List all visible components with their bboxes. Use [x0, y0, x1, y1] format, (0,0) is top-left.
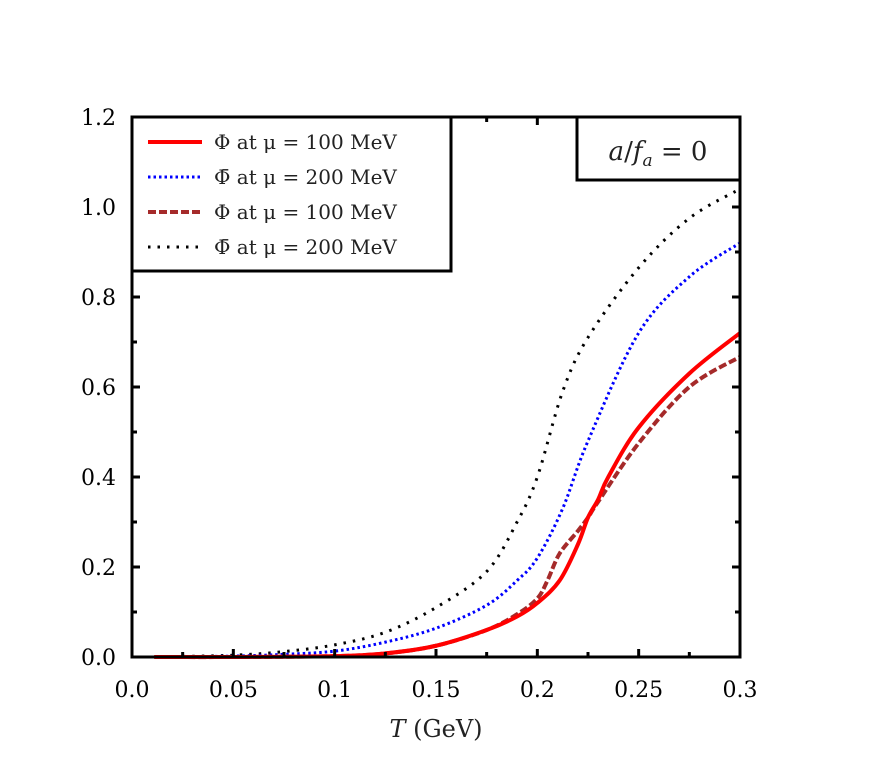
- curve-solid: [154, 331, 742, 660]
- y-tick-label: 0.4: [81, 466, 116, 491]
- x-tick-label: 0.2: [520, 678, 555, 703]
- legend: Φ at μ = 100 MeV Φ̄ at μ = 200 MeV Φ at μ …: [130, 115, 453, 273]
- x-tick-label: 0.0: [115, 678, 150, 703]
- legend-item: Φ̄ at μ = 200 MeV: [148, 165, 397, 189]
- curve-dotted-sparse: [154, 187, 741, 659]
- y-tick-label: 0.8: [81, 286, 116, 311]
- legend-item: Φ̄ at μ = 200 MeV: [148, 235, 397, 259]
- legend-item: Φ at μ = 100 MeV: [148, 200, 397, 224]
- x-tick-label: 0.05: [209, 678, 258, 703]
- y-tick-label: 1.0: [81, 196, 116, 221]
- x-axis-label: T (GeV): [389, 715, 482, 743]
- curve-dashed: [154, 355, 742, 660]
- annotation-box: a/fa = 0: [575, 115, 742, 182]
- y-tick-label: 0.0: [81, 646, 116, 671]
- y-tick-label: 0.6: [81, 376, 116, 401]
- legend-label: Φ at μ = 100 MeV: [214, 200, 397, 224]
- legend-label: Φ̄ at μ = 200 MeV: [214, 165, 397, 189]
- legend-label: Φ̄ at μ = 200 MeV: [214, 235, 397, 259]
- x-tick-labels: 0.0 0.05 0.1 0.15 0.2 0.25 0.3: [115, 678, 758, 703]
- x-tick-label: 0.3: [723, 678, 758, 703]
- x-tick-label: 0.1: [317, 678, 352, 703]
- x-tick-label: 0.25: [614, 678, 663, 703]
- annotation-text: a/fa = 0: [609, 137, 708, 171]
- y-tick-labels: 0.0 0.2 0.4 0.6 0.8 1.0 1.2: [81, 106, 116, 671]
- legend-item: Φ at μ = 100 MeV: [148, 130, 397, 154]
- y-tick-label: 1.2: [81, 106, 116, 131]
- legend-label: Φ at μ = 100 MeV: [214, 130, 397, 154]
- curve-dotted: [154, 241, 741, 659]
- y-tick-label: 0.2: [81, 556, 116, 581]
- x-tick-label: 0.15: [412, 678, 461, 703]
